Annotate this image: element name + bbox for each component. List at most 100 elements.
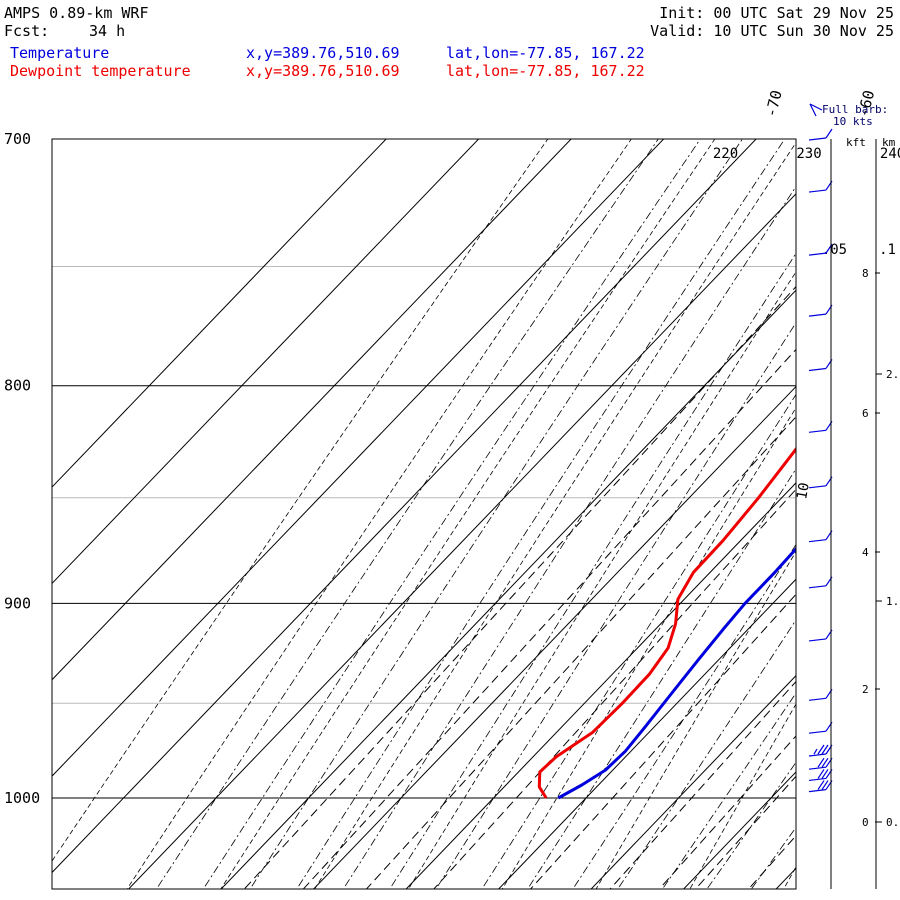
wind-barb-flag: [821, 744, 829, 755]
wind-barb: [808, 128, 833, 141]
barb-speed-label: 10: [794, 481, 813, 500]
theta-label: 220: [713, 146, 738, 162]
temperature-latlon: lat,lon=-77.85, 167.22: [446, 44, 645, 62]
temperature-xy: x,y=389.76,510.69: [246, 44, 400, 62]
wind-barb-flag: [821, 769, 829, 779]
init-time: Init: 00 UTC Sat 29 Nov 25: [659, 4, 894, 22]
wind-barb-shaft: [808, 788, 827, 793]
wind-barb: [808, 421, 833, 433]
mixing-ratio-line: [529, 593, 796, 889]
dry-adiabat-line: [220, 139, 716, 889]
isotherm-line: [52, 139, 572, 681]
wind-barb-flag: [825, 128, 833, 139]
theta-label: 230: [796, 146, 821, 162]
wind-barb: [808, 744, 833, 757]
km-tick-label: 1.: [886, 595, 899, 608]
dewpoint-xy: x,y=389.76,510.69: [246, 62, 400, 80]
dewpoint-latlon: lat,lon=-77.85, 167.22: [446, 62, 645, 80]
temperature-profile-line: [557, 546, 796, 800]
kft-tick-label: 8: [862, 267, 869, 280]
wind-barb-half-flag: [813, 748, 818, 755]
pressure-tick-label: 900: [4, 594, 31, 612]
wind-barb-flag: [817, 780, 825, 790]
moist-adiabat-line: [296, 139, 786, 889]
isotherm-line: [405, 482, 796, 889]
isotherm-line: [52, 139, 757, 874]
wind-barb-shaft: [808, 252, 827, 256]
moist-adiabat-line: [481, 393, 796, 889]
wind-barb: [808, 304, 833, 317]
wind-barb: [808, 769, 833, 782]
moist-adiabat-line: [527, 468, 796, 889]
wind-barb-shaft: [808, 697, 827, 701]
wind-barb: [808, 689, 833, 701]
mixing-ratio-line: [365, 416, 796, 889]
valid-time: Valid: 10 UTC Sun 30 Nov 25: [650, 22, 894, 40]
wind-barb-flag: [817, 769, 825, 779]
wind-barb: [808, 780, 833, 793]
wind-barb-shaft: [808, 730, 827, 734]
wind-barb-shaft: [808, 367, 827, 372]
forecast-label: Fcst:: [4, 22, 50, 40]
wind-barb: [808, 530, 833, 543]
wind-barb: [808, 721, 833, 734]
wind-barb-flag: [821, 780, 829, 790]
mixing-ratio-label: .1: [879, 242, 896, 258]
dry-adiabat-line: [501, 407, 796, 889]
isotherm-line: [52, 139, 665, 777]
wind-barb: [808, 629, 833, 642]
wind-barb-flag: [817, 757, 825, 768]
barb-legend-barb: [809, 103, 817, 117]
moist-adiabat-line: [435, 321, 796, 889]
kft-tick-label: 2: [862, 683, 869, 696]
forecast-hour: 34 h: [89, 22, 126, 40]
moist-adiabat-line: [706, 761, 796, 889]
barb-legend-speed: 10 kts: [833, 115, 873, 128]
kft-tick-label: 6: [862, 407, 869, 420]
mixing-ratio-line: [694, 775, 796, 889]
kft-tick-label: 4: [862, 546, 869, 559]
wind-barb-shaft: [808, 766, 827, 770]
moist-adiabat-line: [249, 139, 743, 889]
wind-barb-flag: [817, 744, 825, 755]
dry-adiabat-line: [407, 271, 796, 889]
dry-adiabat-line: [783, 866, 796, 889]
isotherm-line: [52, 139, 387, 488]
legend-dewpoint: Dewpoint temperature: [10, 62, 191, 80]
mixing-ratio-line: [658, 735, 796, 889]
isotherm-line: [127, 193, 796, 889]
wind-barb-shaft: [808, 638, 827, 642]
barb-legend: Full barb:10 kts: [809, 103, 888, 128]
wind-barb-shaft: [808, 137, 827, 141]
isotherm-line: [220, 289, 796, 889]
kft-axis-label: kft: [846, 136, 866, 149]
wind-barb-shaft: [808, 313, 827, 317]
moist-adiabat-line: [389, 252, 796, 889]
wind-barb-shaft: [808, 753, 827, 757]
wind-barb: [808, 180, 833, 193]
dry-adiabat-line: [52, 139, 549, 862]
mixing-ratio-line: [302, 348, 796, 889]
wind-barb-flag: [821, 757, 829, 768]
mixing-ratio-line: [433, 488, 796, 889]
km-axis-label: km: [882, 136, 896, 149]
km-tick-label: 0.: [886, 816, 899, 829]
moist-adiabat-line: [202, 139, 701, 889]
wind-barb: [808, 359, 833, 372]
km-tick-label: 2.: [886, 368, 899, 381]
kft-tick-label: 0: [862, 816, 869, 829]
moist-adiabat-line: [795, 888, 796, 889]
isotherm-line: [312, 385, 796, 889]
model-title: AMPS 0.89-km WRF: [4, 4, 149, 22]
pressure-tick-label: 800: [4, 377, 31, 395]
mixing-ratio-line: [243, 285, 796, 889]
theta-label: 240: [880, 146, 900, 162]
mixing-ratio-line: [609, 680, 796, 889]
barb-legend-shaft: [809, 103, 823, 111]
dry-adiabat-line: [689, 703, 796, 889]
pressure-tick-label: 1000: [4, 789, 40, 807]
wind-barb-shaft: [808, 189, 827, 193]
temperature-tick-label: -70: [762, 88, 786, 119]
wind-barb-shaft: [808, 777, 827, 782]
